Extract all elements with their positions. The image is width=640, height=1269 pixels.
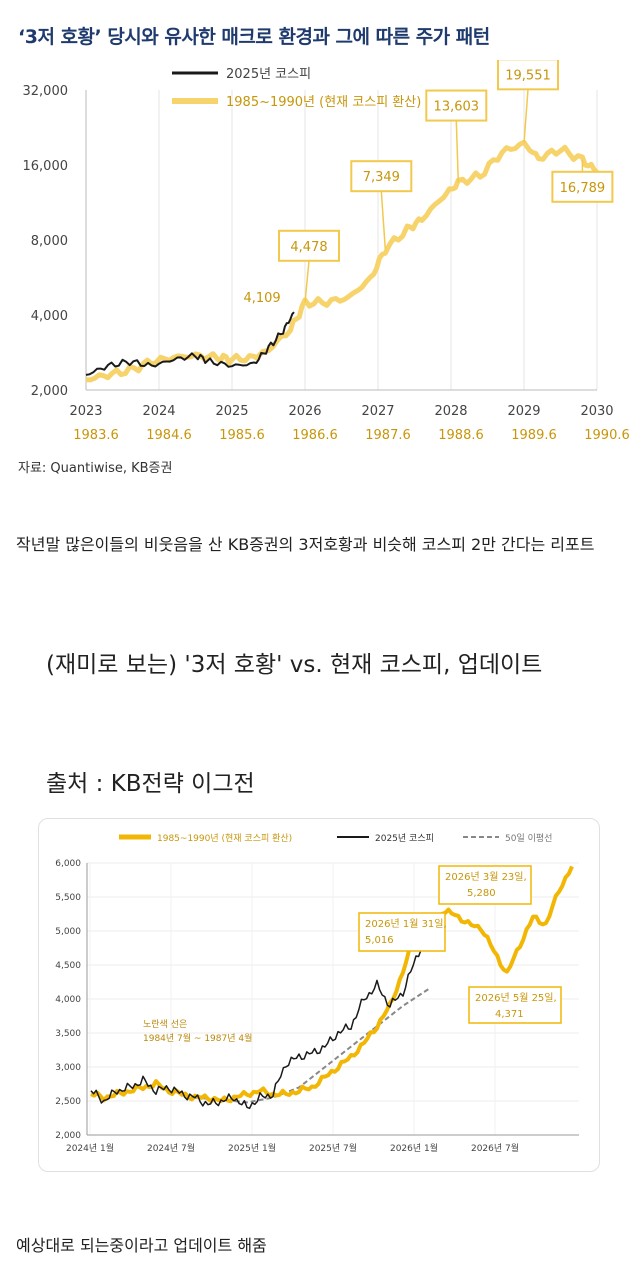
- x-tick-label: 2024년 1월: [66, 1142, 114, 1154]
- y-tick-label: 2,000: [31, 384, 68, 399]
- y-tick-label: 8,000: [31, 234, 68, 249]
- y-tick-label: 4,000: [55, 995, 81, 1005]
- box3-value: 4,371: [495, 1009, 524, 1020]
- x-tick-label-year: 2023: [69, 404, 102, 419]
- box1-annotation: 2026년 1월 31일, 5,016: [358, 912, 447, 952]
- y-tick-label: 2,500: [55, 1097, 81, 1107]
- x-tick-label-year: 2025: [215, 404, 248, 419]
- box2-date: 2026년 3월 23일,: [445, 871, 527, 883]
- legend2-hist-label: 1985~1990년 (현재 코스피 환산): [157, 832, 292, 844]
- heading-2: (재미로 보는) '3저 호황' vs. 현재 코스피, 업데이트: [46, 652, 543, 678]
- x-tick-label-year: 2028: [434, 404, 467, 419]
- annotation-box: [350, 160, 413, 193]
- caption-1: 작년말 많은이들의 비웃음을 산 KB증권의 3저호황과 비슷해 코스피 2만 …: [16, 535, 595, 554]
- legend2-kospi-label: 2025년 코스피: [375, 833, 434, 844]
- chart1-series: [85, 139, 599, 383]
- box3-annotation: 2026년 5월 25일, 4,371: [468, 986, 562, 1024]
- x-tick-label: 2025년 1월: [228, 1142, 276, 1154]
- legend-hist-label: 1985~1990년 (현재 코스피 환산): [226, 95, 421, 110]
- x-tick-label-hist: 1984.6: [146, 428, 192, 443]
- x-tick-label-hist: 1990.6: [584, 428, 630, 443]
- x-tick-label: 2024년 7월: [147, 1142, 195, 1154]
- annotation-box: [425, 89, 488, 122]
- chart2-gridlines: [87, 862, 579, 1136]
- annotation-leader: [304, 260, 310, 303]
- annotation-box: [278, 229, 340, 262]
- x-tick-label-year: 2026: [288, 404, 321, 419]
- x-tick-label-year: 2029: [507, 404, 540, 419]
- legend2-ma-label: 50일 이평선: [505, 833, 552, 844]
- chart2-frame: 1985~1990년 (현재 코스피 환산) 2025년 코스피 50일 이평선…: [38, 818, 600, 1172]
- chart1-annotations: 4,109 4,478 7,349 13,603 19,551 16,789: [243, 60, 614, 306]
- box2-value: 5,280: [467, 888, 496, 899]
- chart1-source: 자료: Quantiwise, KB증권: [18, 461, 173, 476]
- annotation-value: 7,349: [363, 170, 400, 185]
- y-tick-label: 16,000: [23, 159, 69, 174]
- y-tick-label: 5,000: [55, 927, 81, 937]
- annotation-value: 19,551: [505, 68, 551, 83]
- x-tick-label-hist: 1986.6: [292, 428, 338, 443]
- series-hist-line: [85, 139, 599, 383]
- box1-date: 2026년 1월 31일,: [365, 918, 447, 930]
- chart2-series: [90, 865, 574, 1110]
- series-ma-line: [194, 987, 430, 1104]
- caption-2: 예상대로 되는중이라고 업데이트 해줌: [16, 1236, 267, 1255]
- y-tick-label: 3,500: [55, 1029, 81, 1039]
- x-tick-label-hist: 1983.6: [73, 428, 119, 443]
- box1-value: 5,016: [365, 935, 394, 946]
- annotation-leader: [523, 89, 529, 144]
- annotation-value: 13,603: [434, 100, 480, 115]
- x-tick-label: 2025년 7월: [309, 1142, 357, 1154]
- y-tick-label: 3,000: [55, 1063, 81, 1073]
- x-tick-label-year: 2030: [580, 404, 613, 419]
- chart2-annotations: 2026년 1월 31일, 5,016 2026년 3월 23일, 5,280 …: [143, 865, 562, 1044]
- y-tick-label: 32,000: [23, 84, 69, 99]
- y-tick-label: 6,000: [55, 859, 81, 869]
- annotation-leader: [455, 120, 460, 183]
- annotation-box: [497, 60, 559, 91]
- x-tick-label-year: 2024: [142, 404, 175, 419]
- x-tick-label-hist: 1988.6: [438, 428, 484, 443]
- box3-date: 2026년 5월 25일,: [475, 992, 557, 1004]
- series-hist-line: [90, 865, 574, 1104]
- chart1-legend: 2025년 코스피 1985~1990년 (현재 코스피 환산): [172, 67, 421, 110]
- chart1-title: ‘3저 호황’ 당시와 유사한 매크로 환경과 그에 따른 주가 패턴: [18, 26, 490, 48]
- legend-kospi-label: 2025년 코스피: [226, 67, 311, 82]
- annotation-value: 4,109: [243, 291, 280, 306]
- annotation-box: [551, 170, 614, 203]
- y-tick-label: 5,500: [55, 893, 81, 903]
- x-tick-label-hist: 1987.6: [365, 428, 411, 443]
- x-tick-label-hist: 1985.6: [219, 428, 265, 443]
- annotation-value: 16,789: [560, 181, 606, 196]
- x-tick-label: 2026년 1월: [390, 1142, 438, 1154]
- series-kospi-line: [90, 929, 430, 1110]
- annotation-value: 4,478: [290, 240, 327, 255]
- y-tick-label: 4,000: [31, 309, 68, 324]
- x-tick-label-hist: 1989.6: [511, 428, 557, 443]
- series-kospi-line: [85, 311, 295, 376]
- y-tick-label: 2,000: [55, 1131, 81, 1141]
- y-tick-label: 4,500: [55, 961, 81, 971]
- note-line1: 노란색 선은: [143, 1018, 187, 1030]
- chart2-svg: 1985~1990년 (현재 코스피 환산) 2025년 코스피 50일 이평선…: [55, 832, 579, 1154]
- x-tick-label: 2026년 7월: [471, 1142, 519, 1154]
- chart2-axes: 6,000 5,500 5,000 4,500 4,000 3,500 3,000 2,500…: [55, 859, 579, 1154]
- chart1-gridlines: [85, 90, 598, 390]
- heading-3: 출처 : KB전략 이그전: [46, 771, 255, 797]
- box2-annotation: 2026년 3월 23일, 5,280: [438, 865, 532, 905]
- chart2-legend: 1985~1990년 (현재 코스피 환산) 2025년 코스피 50일 이평선: [119, 832, 552, 844]
- annotation-leader: [380, 191, 387, 250]
- note-line2: 1984년 7월 ~ 1987년 4월: [143, 1032, 252, 1044]
- x-tick-label-year: 2027: [361, 404, 394, 419]
